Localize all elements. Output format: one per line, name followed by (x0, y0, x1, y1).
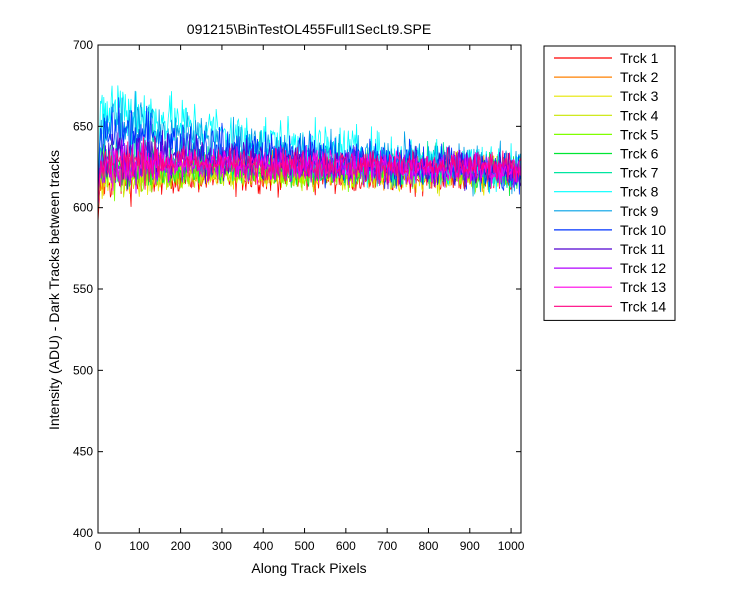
legend-label: Trck 2 (620, 69, 659, 85)
series-line-trck-14 (98, 135, 521, 207)
legend-entry: Trck 3 (554, 88, 659, 104)
legend-entry: Trck 8 (554, 184, 659, 200)
y-tick-label: 650 (73, 119, 93, 133)
y-tick-label: 450 (73, 445, 93, 459)
legend-label: Trck 8 (620, 184, 659, 200)
axes-layer: 0 100 200 300 400 500 600 700 800 900 1000 400 450 50… (73, 38, 525, 553)
legend-entry: Trck 2 (554, 69, 659, 85)
legend-box (543, 45, 676, 321)
x-tick-label: 100 (129, 539, 149, 553)
legend-label: Trck 7 (620, 165, 659, 181)
legend-entry: Trck 11 (554, 241, 665, 257)
legend-entry: Trck 9 (554, 203, 659, 219)
legend-label: Trck 3 (620, 88, 659, 104)
legend-label: Trck 4 (620, 107, 659, 123)
x-tick-label: 700 (377, 539, 397, 553)
x-tick-label: 1000 (498, 539, 525, 553)
legend-label: Trck 13 (620, 279, 666, 295)
legend-entry: Trck 7 (554, 165, 659, 181)
y-tick-label: 400 (73, 526, 93, 540)
legend-label: Trck 11 (620, 241, 665, 257)
legend-label: Trck 6 (620, 146, 659, 162)
x-axis-label: Along Track Pixels (251, 560, 366, 576)
legend-entry: Trck 13 (554, 279, 666, 295)
x-tick-label: 600 (336, 539, 356, 553)
x-tick-label: 800 (418, 539, 438, 553)
y-axis-label: Intensity (ADU) - Dark Tracks between tr… (46, 150, 62, 430)
x-tick-label: 300 (212, 539, 232, 553)
legend-entry: Trck 10 (554, 222, 666, 238)
legend-entry: Trck 14 (554, 298, 666, 314)
legend-label: Trck 9 (620, 203, 659, 219)
legend-label: Trck 1 (620, 50, 659, 66)
legend-entry: Trck 12 (554, 260, 666, 276)
legend-entry: Trck 1 (554, 50, 659, 66)
y-tick-label: 700 (73, 38, 93, 52)
legend-entry: Trck 4 (554, 107, 659, 123)
legend-label: Trck 12 (620, 260, 666, 276)
x-tick-label: 200 (171, 539, 191, 553)
legend-label: Trck 5 (620, 126, 659, 142)
legend: Trck 1 Trck 2 Trck 3 Trck 4 Trck 5 Trck 6 Trck… (543, 45, 676, 321)
legend-entry: Trck 6 (554, 146, 659, 162)
legend-label: Trck 10 (620, 222, 666, 238)
legend-label: Trck 14 (620, 298, 666, 314)
legend-entry: Trck 5 (554, 126, 659, 142)
plot-area: 0 100 200 300 400 500 600 700 800 900 1000 400 450 50… (73, 38, 525, 553)
x-tick-label: 500 (295, 539, 315, 553)
y-tick-label: 550 (73, 282, 93, 296)
y-tick-label: 500 (73, 363, 93, 377)
series-layer (98, 85, 521, 223)
x-tick-label: 400 (253, 539, 273, 553)
x-tick-label: 0 (95, 539, 102, 553)
chart-title: 091215\BinTestOL455Full1SecLt9.SPE (187, 21, 431, 37)
x-tick-label: 900 (460, 539, 480, 553)
y-tick-label: 600 (73, 201, 93, 215)
